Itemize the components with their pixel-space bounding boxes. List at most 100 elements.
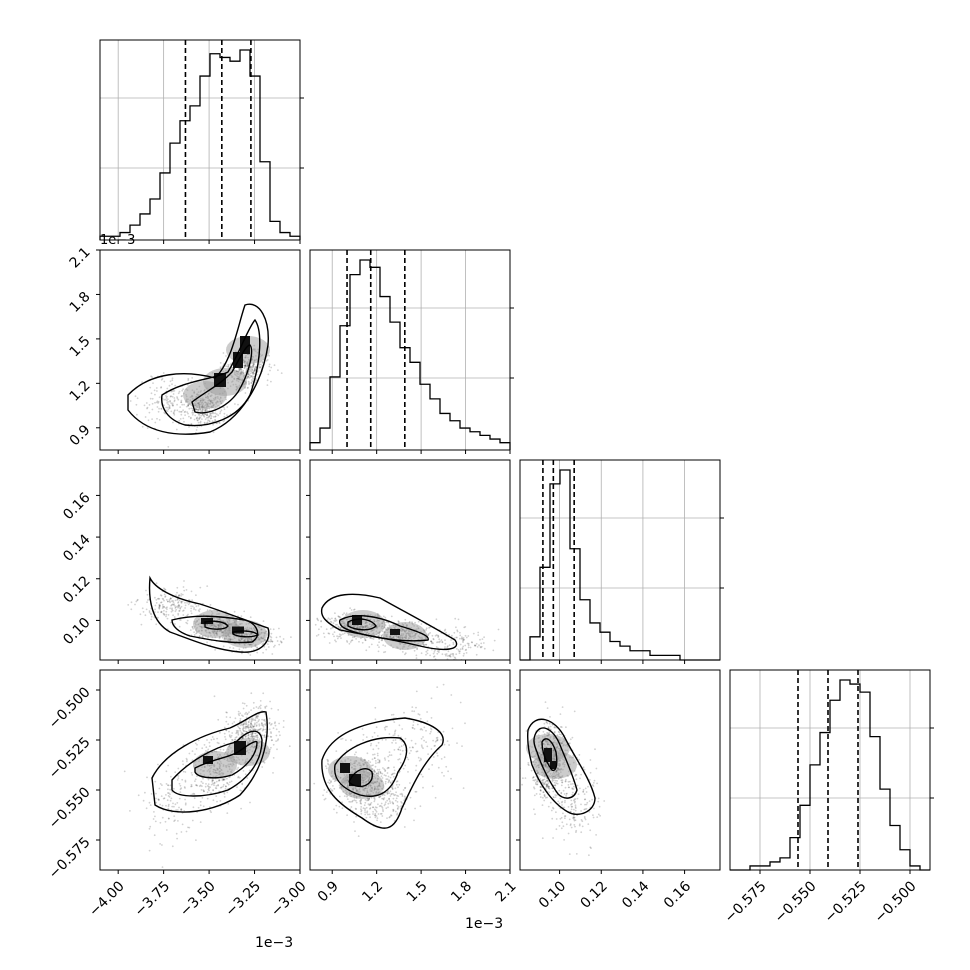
sample-point (160, 601, 163, 604)
contour-line (148, 575, 270, 653)
sample-point (229, 716, 232, 719)
sample-point (190, 772, 193, 774)
sample-point (399, 761, 402, 764)
sample-point (180, 808, 183, 811)
contour-line (204, 620, 229, 630)
sample-point (244, 365, 247, 367)
sample-point (532, 776, 535, 779)
sample-point (410, 749, 412, 752)
sample-point (275, 636, 278, 639)
sample-point (383, 727, 386, 729)
sample-point (388, 754, 391, 756)
sample-point (244, 364, 246, 367)
contour-line (161, 318, 261, 427)
sample-point (334, 618, 337, 620)
sample-point (326, 758, 329, 761)
sample-point (437, 634, 439, 637)
sample-point (252, 717, 254, 720)
sample-point (178, 797, 181, 800)
sample-point (263, 734, 266, 737)
sample-point (239, 789, 242, 792)
sample-point (277, 738, 280, 741)
sample-point (535, 783, 537, 785)
sample-point (169, 399, 172, 402)
sample-point (228, 781, 231, 784)
sample-point (180, 593, 183, 595)
sample-point (401, 651, 404, 653)
sample-point (163, 609, 165, 612)
sample-point (129, 400, 132, 402)
sample-point (467, 644, 470, 647)
sample-point (157, 410, 160, 413)
sample-point (253, 728, 256, 730)
sample-point (163, 599, 165, 602)
sample-point (276, 640, 279, 642)
sample-point (162, 605, 164, 608)
sample-point (222, 779, 225, 781)
density-blob (223, 620, 267, 648)
sample-point (156, 417, 158, 420)
sample-point (168, 792, 170, 794)
sample-point (365, 736, 368, 738)
sample-point (243, 722, 246, 725)
sample-point (282, 726, 285, 728)
sample-point (156, 400, 159, 403)
sample-point (163, 411, 166, 414)
sample-point (459, 701, 462, 704)
sample-point (267, 640, 270, 643)
sample-point (547, 787, 550, 790)
sample-point (166, 399, 168, 402)
sample-point (335, 640, 337, 643)
sample-point (160, 378, 163, 381)
sample-point (219, 800, 222, 802)
sample-point (461, 637, 464, 640)
sample-point (376, 819, 378, 822)
sample-point (430, 640, 433, 643)
sample-point (172, 405, 174, 407)
sample-point (335, 804, 338, 807)
sample-point (252, 365, 254, 368)
sample-point (270, 636, 273, 639)
sample-point (264, 723, 266, 726)
sample-point (253, 369, 256, 372)
sample-point (258, 366, 260, 368)
sample-point (172, 421, 174, 424)
sample-point (382, 809, 384, 811)
sample-point (211, 420, 214, 422)
sample-point (365, 649, 368, 652)
sample-point (450, 777, 452, 780)
sample-point (258, 723, 261, 726)
sample-point (265, 359, 268, 362)
sample-point (483, 636, 485, 639)
sample-point (373, 800, 376, 803)
sample-point (376, 752, 379, 755)
sample-point (190, 416, 192, 419)
sample-point (247, 720, 250, 723)
sample-point (250, 735, 253, 738)
sample-point (145, 589, 147, 592)
sample-point (382, 767, 384, 769)
sample-point (392, 808, 394, 811)
sample-point (173, 390, 176, 392)
sample-point (374, 771, 376, 773)
sample-point (267, 735, 269, 738)
sample-point (345, 739, 347, 741)
sample-point (254, 728, 257, 731)
sample-point (154, 596, 156, 599)
sample-point (536, 783, 539, 785)
sample-point (160, 386, 162, 389)
sample-point (421, 775, 424, 778)
sample-point (377, 772, 379, 774)
sample-point (205, 416, 208, 419)
sample-point (462, 645, 465, 648)
sample-point (262, 728, 265, 730)
sample-point (210, 738, 213, 741)
sample-point (158, 407, 161, 410)
sample-point (237, 725, 239, 728)
sample-point (167, 784, 169, 786)
sample-point (249, 725, 252, 728)
sample-point (256, 734, 259, 737)
sample-point (270, 746, 272, 749)
sample-point (325, 791, 328, 793)
sample-point (239, 728, 242, 730)
